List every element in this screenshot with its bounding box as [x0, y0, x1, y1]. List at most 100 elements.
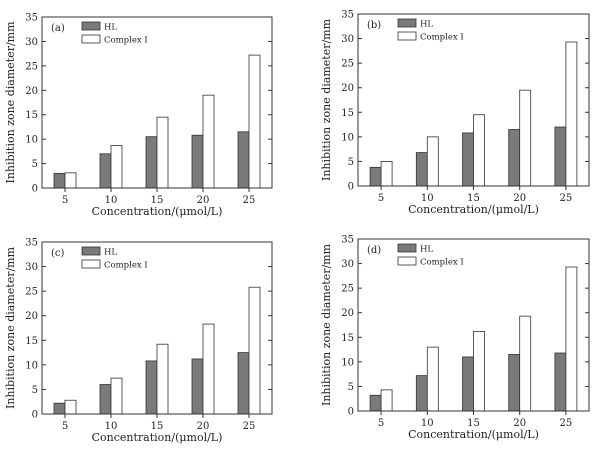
bar-hl-5 [53, 172, 66, 189]
bar-hl-5 [369, 394, 382, 412]
y-tick-label: 30 [341, 34, 354, 45]
panel-label: (c) [51, 248, 65, 259]
bar-complex-25 [565, 41, 578, 187]
y-tick-label: 0 [348, 407, 354, 418]
bar-hl-15 [462, 356, 474, 412]
panel-label: (b) [367, 20, 381, 31]
x-tick-label: 20 [513, 418, 526, 429]
legend-swatch-complex [397, 31, 417, 41]
bar-hl-10 [415, 375, 428, 412]
y-axis-title: Inhibition zone diameter/mm [4, 246, 17, 409]
legend-label-complex: Complex I [420, 33, 464, 43]
legend-label-complex: Complex I [420, 258, 464, 268]
y-tick-label: 35 [341, 10, 354, 21]
bar-complex-15 [473, 114, 485, 187]
legend-label-hl: HL [420, 245, 433, 255]
bar-hl-15 [462, 132, 474, 187]
bar-complex-5 [380, 389, 393, 412]
y-tick-label: 0 [348, 182, 354, 193]
x-tick-label: 15 [151, 421, 164, 432]
legend-swatch-hl [397, 18, 417, 28]
bar-complex-20 [202, 94, 215, 189]
x-tick-label: 15 [467, 418, 480, 429]
bar-complex-15 [156, 116, 169, 189]
y-tick-label: 30 [25, 262, 38, 273]
bar-hl-25 [554, 352, 567, 412]
bar-hl-15 [145, 136, 158, 189]
bar-hl-10 [415, 152, 428, 187]
bar-hl-5 [53, 402, 66, 415]
y-tick-label: 35 [341, 235, 354, 246]
y-tick-label: 15 [341, 333, 354, 344]
x-tick-label: 25 [243, 195, 256, 206]
chart-panel-3: 0 5 10 15 20 25 30 35 5 10 15 20 25 Concentration/(μm… [4, 238, 273, 444]
x-tick-label: 10 [105, 421, 118, 432]
x-tick-label: 10 [421, 418, 434, 429]
y-tick-label: 5 [32, 159, 38, 170]
bar-complex-10 [426, 346, 439, 412]
y-tick-label: 0 [32, 184, 38, 195]
x-tick-label: 15 [151, 195, 164, 206]
bar-complex-5 [380, 161, 393, 187]
legend-label-hl: HL [104, 23, 117, 33]
chart-panel-1: 0 5 10 15 20 25 30 35 5 10 15 20 25 Concentration/(μm… [4, 13, 273, 218]
y-tick-label: 10 [25, 360, 38, 371]
legend-swatch-hl [397, 243, 417, 253]
y-tick-label: 20 [25, 311, 38, 322]
y-tick-label: 25 [25, 61, 38, 72]
bar-complex-20 [202, 323, 215, 415]
bar-hl-20 [508, 129, 521, 187]
y-tick-label: 5 [32, 385, 38, 396]
y-tick-label: 10 [341, 132, 354, 143]
bar-hl-20 [191, 358, 204, 415]
bar-hl-10 [99, 153, 112, 189]
y-tick-label: 0 [32, 410, 38, 421]
legend-label-hl: HL [104, 248, 117, 258]
x-axis-title: Concentration/(μmol/L) [408, 203, 539, 216]
legend-swatch-complex [397, 256, 417, 266]
bar-complex-25 [565, 266, 578, 412]
bar-complex-20 [519, 315, 532, 412]
x-tick-label: 5 [378, 193, 384, 204]
bar-complex-10 [110, 145, 123, 189]
bar-complex-15 [156, 343, 169, 415]
bar-hl-5 [369, 166, 382, 187]
bar-complex-5 [64, 172, 77, 189]
x-axis-title: Concentration/(μmol/L) [408, 428, 539, 441]
bar-complex-5 [64, 399, 77, 415]
bar-hl-15 [145, 360, 158, 415]
x-axis-title: Concentration/(μmol/L) [92, 205, 223, 218]
x-tick-label: 25 [560, 418, 573, 429]
y-tick-label: 15 [25, 336, 38, 347]
panel-label: (d) [367, 245, 381, 256]
y-tick-label: 10 [341, 357, 354, 368]
panel-label: (a) [51, 23, 65, 34]
bar-complex-20 [519, 89, 532, 187]
y-tick-label: 20 [341, 83, 354, 94]
y-axis-title: Inhibition zone diameter/mm [4, 21, 17, 184]
x-tick-label: 25 [243, 421, 256, 432]
y-tick-label: 25 [341, 59, 354, 70]
x-tick-label: 15 [467, 193, 480, 204]
bar-hl-10 [99, 384, 112, 415]
bar-complex-10 [110, 377, 123, 415]
y-tick-label: 25 [25, 287, 38, 298]
x-tick-label: 5 [62, 421, 68, 432]
legend-label-hl: HL [420, 20, 433, 30]
y-tick-label: 35 [25, 13, 38, 24]
y-tick-label: 20 [341, 308, 354, 319]
bar-hl-25 [554, 126, 567, 187]
bar-complex-25 [248, 54, 261, 189]
x-tick-label: 20 [197, 421, 210, 432]
y-tick-label: 10 [25, 135, 38, 146]
y-tick-label: 30 [25, 37, 38, 48]
bar-complex-10 [426, 136, 439, 187]
x-tick-label: 25 [560, 193, 573, 204]
y-axis-title: Inhibition zone diameter/mm [320, 243, 333, 406]
bar-complex-25 [248, 286, 261, 415]
x-axis-title: Concentration/(μmol/L) [92, 431, 223, 444]
y-axis-title: Inhibition zone diameter/mm [320, 18, 333, 181]
x-tick-label: 10 [105, 195, 118, 206]
bar-hl-25 [237, 352, 250, 415]
